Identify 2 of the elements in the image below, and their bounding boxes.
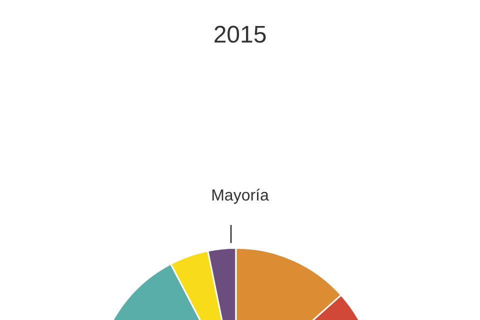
text: Mayoría: [211, 188, 269, 204]
chart-title: 2015: [213, 22, 267, 48]
